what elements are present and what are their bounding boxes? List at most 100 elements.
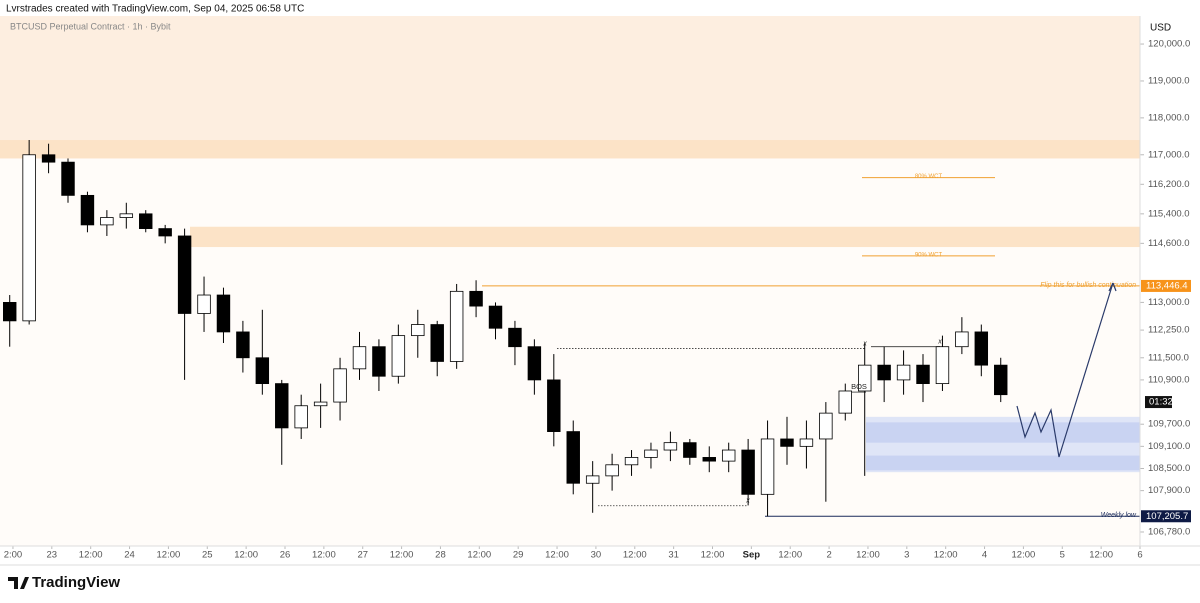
y-tick-label: 109,700.0 <box>1148 419 1190 430</box>
candle-body <box>994 364 1008 396</box>
x-tick-label: 12:00 <box>623 550 647 561</box>
level-label: 80% WCT <box>915 174 943 180</box>
candle-body <box>255 357 270 385</box>
x-tick-label: 23 <box>47 550 58 561</box>
x-tick-label: 12:00 <box>1012 550 1036 561</box>
candle-body <box>177 235 192 314</box>
candle-body <box>896 364 911 381</box>
sweep-label: BOS <box>851 382 867 391</box>
header-text: Lvrstrades created with TradingView.com,… <box>6 4 304 15</box>
candle-body <box>955 331 969 348</box>
x-tick-label: 12:00 <box>157 550 181 561</box>
candle-body <box>877 364 891 381</box>
candle-body <box>216 294 231 333</box>
y-tick-label: 120,000.0 <box>1148 39 1190 50</box>
y-tick-label: 107,900.0 <box>1148 485 1190 496</box>
projection-arrow <box>1108 282 1117 292</box>
candle-body <box>819 412 833 440</box>
candle-body <box>974 331 989 366</box>
candle-body <box>352 346 367 370</box>
candle-body <box>508 327 522 348</box>
x-tick-label: 12:00 <box>778 550 802 561</box>
candle-body <box>61 161 75 196</box>
candle-body <box>22 154 36 322</box>
candle-body <box>683 442 697 458</box>
y-tick-label: 118,000.0 <box>1148 112 1190 123</box>
candle-body <box>488 305 503 329</box>
y-tick-label: 119,000.0 <box>1148 75 1190 86</box>
y-tick-label: 109,100.0 <box>1148 441 1190 452</box>
y-tick-label: 116,200.0 <box>1148 179 1190 190</box>
candle-body <box>119 213 134 218</box>
y-tick-label: 108,500.0 <box>1148 463 1190 474</box>
candle-body <box>702 457 716 462</box>
candle-body <box>449 290 464 362</box>
candle-body <box>469 290 483 307</box>
candle-body <box>391 335 406 377</box>
sweep-label: x <box>862 340 867 347</box>
price-box-label: 107,205.7 <box>1146 511 1188 522</box>
x-tick-label: 2:00 <box>4 550 23 561</box>
candle-body <box>236 331 250 359</box>
x-tick-label: 6 <box>1137 550 1142 561</box>
y-tick-label: 114,600.0 <box>1148 238 1190 249</box>
price-box-label: 113,446.4 <box>1146 280 1188 291</box>
x-tick-label: 31 <box>668 550 679 561</box>
y-tick-label: 117,000.0 <box>1148 149 1190 160</box>
x-tick-label: 26 <box>280 550 291 561</box>
candle-body <box>3 302 17 322</box>
x-tick-label: 24 <box>124 550 135 561</box>
x-tick-label: 12:00 <box>934 550 958 561</box>
candle-body <box>760 438 775 495</box>
candle-body <box>605 464 619 477</box>
candle-body <box>838 390 852 414</box>
x-tick-label: 28 <box>435 550 446 561</box>
logo-icon <box>8 577 29 589</box>
level-label: Weekly low <box>1101 512 1137 519</box>
zone <box>866 455 1140 471</box>
x-tick-label: 4 <box>982 550 987 561</box>
logo-text: TradingView <box>32 574 120 591</box>
logo: TradingView <box>8 574 120 591</box>
x-tick-label: 5 <box>1060 550 1065 561</box>
candle-body <box>624 457 639 466</box>
x-tick-label: 12:00 <box>390 550 414 561</box>
candle-body <box>100 217 114 226</box>
chart-title: BTCUSD Perpetual Contract · 1h · Bybit <box>10 21 171 31</box>
level-label: Flip this for bullish continuation <box>1040 282 1136 289</box>
candle-body <box>158 228 172 237</box>
zone <box>866 422 1140 443</box>
x-tick-label: 2 <box>826 550 831 561</box>
candle-body <box>313 401 328 407</box>
y-tick-label: 113,000.0 <box>1148 297 1190 308</box>
candle-body <box>644 449 658 458</box>
zone <box>190 226 1140 248</box>
countdown-label: 01:32 <box>1149 397 1173 408</box>
y-tick-label: 115,400.0 <box>1148 208 1190 219</box>
level-label: 90% WCT <box>915 252 943 258</box>
price-box <box>1141 510 1191 523</box>
candle-body <box>799 438 814 447</box>
x-tick-label: 12:00 <box>1089 550 1113 561</box>
candle-body <box>741 449 755 495</box>
countdown-box <box>1145 396 1172 409</box>
y-tick-label: 112,250.0 <box>1148 325 1190 336</box>
x-tick-label: 12:00 <box>545 550 569 561</box>
y-tick-label: 110,900.0 <box>1148 374 1190 385</box>
x-tick-label: 25 <box>202 550 213 561</box>
x-tick-label: 12:00 <box>312 550 336 561</box>
x-tick-label: 30 <box>591 550 602 561</box>
candle-body <box>663 442 678 451</box>
candle-body <box>411 324 425 337</box>
y-tick-label: 106,780.0 <box>1148 526 1190 537</box>
candle-body <box>41 154 56 163</box>
candle-body <box>275 383 289 429</box>
x-tick-label: Sep <box>743 550 761 561</box>
axis-unit: USD <box>1150 23 1171 34</box>
x-tick-label: 3 <box>904 550 909 561</box>
sweep-label: x <box>745 498 750 505</box>
candle-body <box>372 346 386 377</box>
candle-body <box>294 405 308 429</box>
candle-body <box>916 364 930 385</box>
